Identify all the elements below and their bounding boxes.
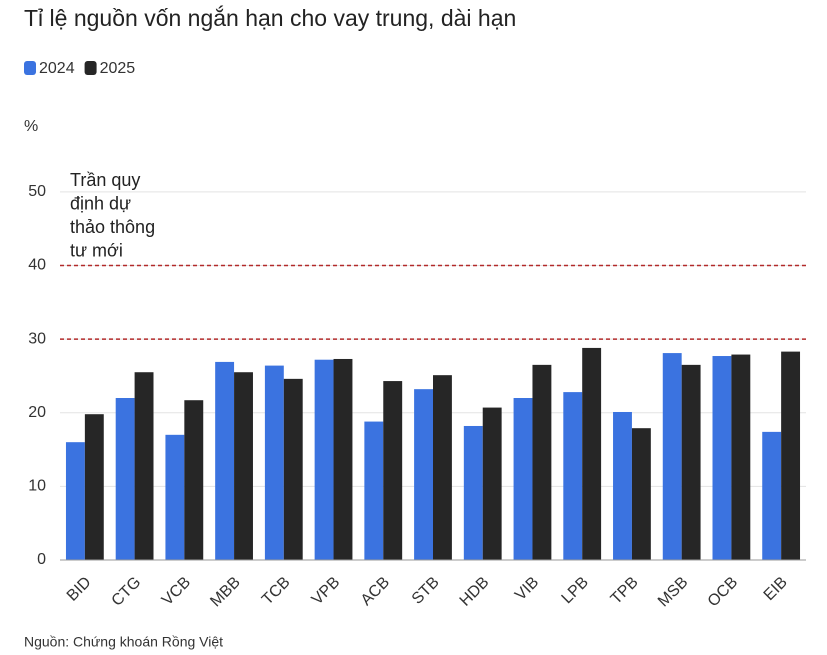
- legend-label: 2025: [100, 60, 136, 77]
- bar: [283, 378, 303, 560]
- legend-label: 2024: [39, 60, 75, 77]
- bar: [563, 392, 583, 560]
- bar: [532, 364, 552, 560]
- x-tick-label: VPB: [309, 574, 344, 609]
- legend-swatch: [24, 61, 36, 75]
- bar: [433, 375, 452, 560]
- bar: [383, 381, 403, 560]
- bar: [134, 372, 154, 560]
- x-tick-label: MSB: [655, 574, 692, 611]
- x-tick-label: HDB: [457, 574, 493, 610]
- annotation: định dự: [70, 193, 131, 213]
- bar: [184, 400, 204, 560]
- x-tick-label: CTG: [109, 574, 145, 610]
- x-tick-label: MBB: [207, 574, 244, 611]
- bar: [712, 356, 732, 560]
- bar: [781, 351, 801, 560]
- source: Nguồn: Chứng khoán Rồng Việt: [24, 634, 223, 650]
- y-tick-label: 0: [37, 551, 46, 568]
- bar: [731, 354, 751, 560]
- y-tick-label: 50: [28, 183, 46, 200]
- x-tick-label: OCB: [705, 574, 742, 611]
- annotation: tư mới: [70, 240, 123, 260]
- x-tick-label: ACB: [358, 574, 393, 609]
- annotation: thảo thông: [70, 217, 155, 237]
- annotation: Trần quy: [70, 170, 140, 190]
- y-tick-label: 20: [28, 404, 46, 421]
- x-tick-label: EIB: [761, 574, 791, 604]
- y-axis-label: %: [24, 118, 38, 135]
- x-tick-label: TCB: [259, 574, 294, 609]
- legend-swatch: [84, 61, 97, 75]
- y-tick-label: 10: [28, 478, 46, 495]
- bar: [84, 414, 104, 560]
- bar: [215, 361, 235, 560]
- chart-title: Tỉ lệ nguồn vốn ngắn hạn cho vay trung, …: [24, 5, 516, 31]
- bar: [681, 364, 701, 560]
- bar: [264, 365, 284, 560]
- bar: [631, 428, 651, 560]
- bar: [762, 431, 782, 560]
- bar: [582, 347, 602, 560]
- x-tick-label: LPB: [559, 574, 592, 607]
- x-tick-label: STB: [409, 574, 443, 608]
- x-tick-label: TPB: [608, 574, 642, 608]
- bar: [513, 398, 533, 560]
- bar: [613, 411, 632, 560]
- x-tick-label: VIB: [512, 574, 542, 604]
- y-tick-label: 30: [28, 330, 46, 347]
- bar: [414, 389, 433, 560]
- bar: [165, 434, 185, 560]
- bar: [234, 372, 253, 560]
- bar: [463, 425, 483, 560]
- bar: [482, 407, 502, 560]
- x-tick-label: VCB: [159, 574, 194, 609]
- bar: [662, 353, 682, 560]
- bar: [115, 398, 135, 560]
- y-tick-label: 40: [28, 257, 46, 274]
- bar: [364, 421, 384, 560]
- bar: [333, 358, 353, 560]
- bar: [65, 442, 85, 560]
- bar: [314, 359, 334, 560]
- x-tick-label: BID: [64, 574, 95, 605]
